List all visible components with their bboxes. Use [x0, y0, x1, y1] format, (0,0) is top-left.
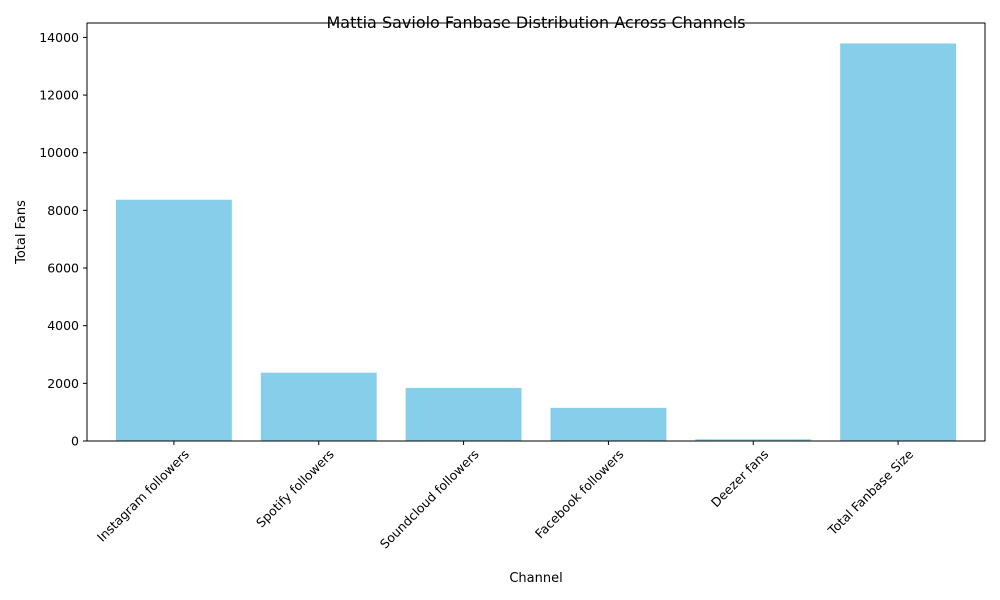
plot-frame	[86, 22, 986, 442]
bar-2	[405, 387, 522, 441]
y-tick-label-7: 14000	[39, 30, 79, 45]
y-axis-label: Total Fans	[14, 200, 29, 265]
bar-4	[695, 439, 812, 441]
y-tick-label-0: 0	[71, 434, 79, 449]
y-tick-label-6: 12000	[39, 88, 79, 103]
x-tick-label-2: Soundcloud followers	[377, 447, 482, 552]
bar-1	[260, 372, 377, 441]
y-tick-label-2: 4000	[47, 318, 79, 333]
x-axis-label: Channel	[509, 571, 562, 586]
y-tick-label-5: 10000	[39, 145, 79, 160]
x-tick-label-5: Total Fanbase Size	[824, 446, 916, 538]
x-tick-label-4: Deezer fans	[708, 447, 772, 511]
y-tick-label-1: 2000	[47, 376, 79, 391]
y-tick-label-3: 6000	[47, 261, 79, 276]
bar-3	[550, 407, 667, 441]
bar-0	[115, 199, 232, 441]
x-tick-label-3: Facebook followers	[532, 447, 627, 542]
x-tick-label-1: Spotify followers	[253, 447, 337, 531]
y-axis-ticks: 0 2000 4000 6000 8000 10000 12000 14000	[39, 30, 87, 449]
x-axis-ticks: Instagram followers Spotify followers Soun…	[94, 441, 916, 552]
bar-5	[840, 43, 957, 441]
y-tick-label-4: 8000	[47, 203, 79, 218]
x-tick-label-0: Instagram followers	[94, 447, 192, 545]
bars-group	[115, 43, 957, 441]
